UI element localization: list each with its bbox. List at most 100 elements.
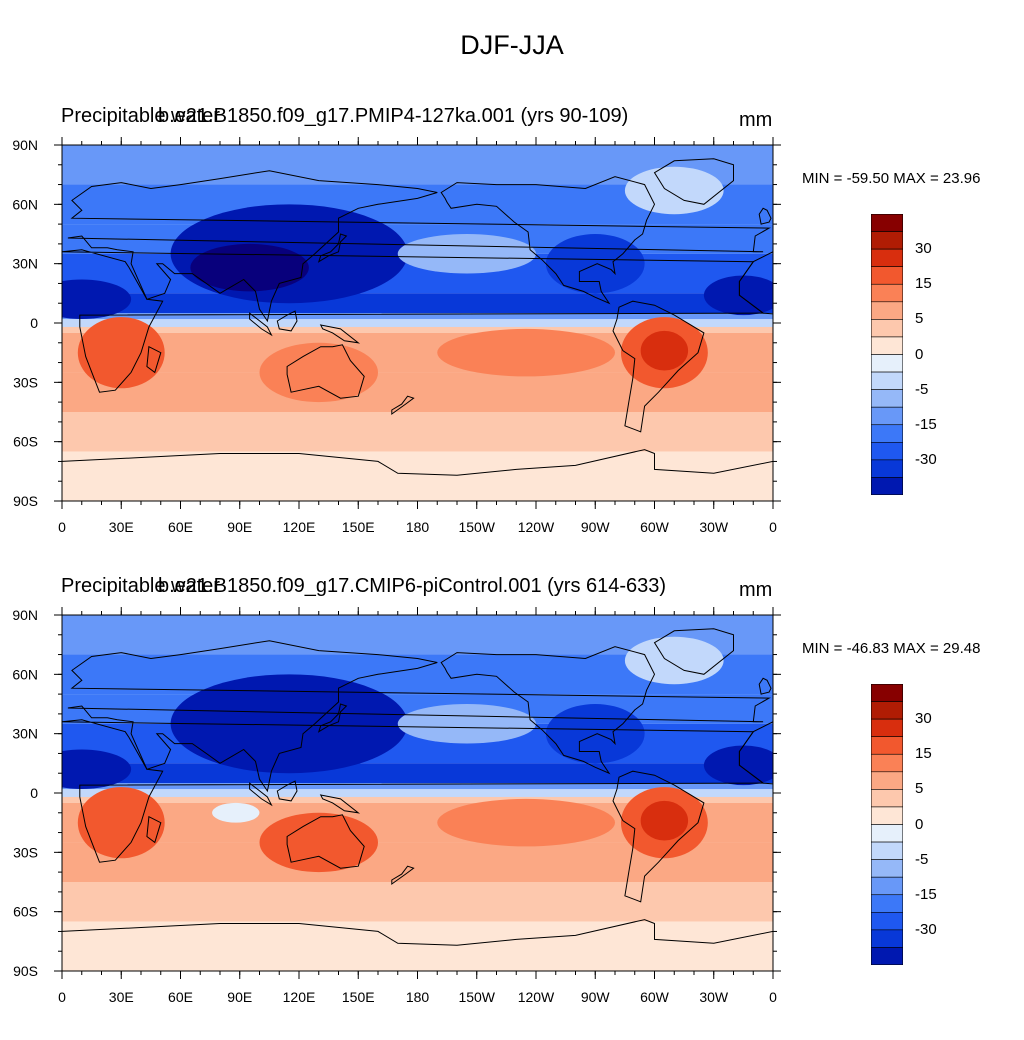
colorbar-swatch [871,929,903,948]
panel-case-title: b.e21.B1850.f09_g17.PMIP4-127ka.001 (yrs… [158,105,629,127]
panel-left-title: Precipitable water [61,575,220,597]
blob-atlantic-itcz [703,745,773,786]
coastline-newguinea [319,794,361,814]
colorbar-swatch [871,231,903,250]
coastline-uk [758,677,772,695]
blob-asia-core [190,713,309,762]
contour-fill [62,145,773,501]
y-tick-label: 30S [13,844,38,860]
y-tick-label: 60N [12,666,38,682]
colorbar-label: 30 [915,240,932,258]
axes: 0 30E 60E 90E 120E 150E 180 150W 120W 90W 60W 30W 0 9… [12,137,781,535]
x-tick-label: 60W [640,989,670,1005]
colorbar-swatch [871,841,903,860]
coastline-eurasia-wrap [42,228,58,252]
colorbar-label: 0 [915,815,924,833]
blob-south-africa [77,317,165,389]
coastline-japan [317,233,348,263]
coastline-borneo [276,780,298,802]
panel-left-title: Precipitable water [61,105,220,127]
x-tick-label: 0 [769,519,777,535]
coastline-namerica [440,646,656,775]
x-tick-label: 120W [518,519,555,535]
lat-band [62,921,773,971]
colorbar-swatch [871,214,903,232]
colorbar-swatch [871,718,903,737]
blob-brazil-core [640,330,689,371]
colorbar-swatch [871,406,903,426]
colorbar-swatch [871,477,903,495]
colorbar-label: 5 [915,780,924,798]
x-tick-label: 150W [458,989,495,1005]
colorbar-swatch [871,894,903,913]
blob-indian-ocean [212,802,260,823]
colorbar-swatch [871,824,903,843]
units-label: mm [739,109,773,131]
coastline-eurasia [67,170,771,323]
coastline-antarctica [62,449,773,501]
x-tick-label: 60E [168,989,193,1005]
colorbar-label: -5 [915,380,929,398]
lat-band [62,451,773,501]
y-tick-label: 90S [13,493,38,509]
colorbar-svg [871,684,903,965]
y-tick-label: 30N [12,726,38,742]
blob-south-africa [77,787,165,859]
colorbar-swatch [871,859,903,878]
x-tick-label: 90W [581,989,611,1005]
colorbar-swatch [871,771,903,790]
lat-band [62,783,773,793]
figure-title: DJF-JJA [460,30,564,60]
colorbar-label: -15 [915,415,937,433]
panel-case-title: b.e21.B1850.f09_g17.CMIP6-piControl.001 … [158,575,667,597]
colorbar-swatch [871,459,903,478]
blob-brazil-core [640,800,689,841]
lat-band [62,882,773,922]
coastline-antarctica [62,919,773,971]
colorbar-swatch [871,266,903,285]
map-panel-top: 0 30E 60E 90E 120E 150E 180 150W 120W 90W 60W 30W 0 9… [0,100,1024,570]
x-tick-label: 90W [581,519,611,535]
y-tick-label: 30N [12,256,38,272]
y-tick-label: 90N [12,607,38,623]
x-tick-label: 30W [699,519,729,535]
lat-band [62,412,773,452]
coastline-nz [391,865,415,885]
coastline-madagascar [146,345,162,374]
blob-americas [545,234,645,294]
x-tick-label: 60E [168,519,193,535]
blob-greenland [624,166,724,215]
x-tick-label: 120E [283,519,316,535]
blob-greenland [624,636,724,685]
coastline-samerica [612,300,705,433]
blob-americas [545,704,645,764]
coastline-sumatra [249,782,273,807]
colorbar [871,684,903,965]
colorbar-swatch [871,947,903,965]
colorbar-swatch [871,701,903,720]
colorbar-label: 0 [915,345,924,363]
colorbar-swatch [871,371,903,390]
y-tick-label: 0 [30,785,38,801]
x-tick-label: 0 [58,989,66,1005]
coastline-africa [62,249,765,393]
colorbar-swatch [871,876,903,896]
equator-strip [62,319,773,327]
y-tick-label: 90S [13,963,38,979]
blob-asia-core [190,243,309,292]
x-tick-label: 120E [283,989,316,1005]
coastline-africa [62,719,765,863]
axes: 0 30E 60E 90E 120E 150E 180 150W 120W 90W 60W 30W 0 9… [12,607,781,1005]
equator-strip [62,789,773,797]
y-tick-label: 90N [12,137,38,153]
colorbar-swatch [871,354,903,373]
colorbar-swatch [871,424,903,443]
colorbar-label: -5 [915,850,929,868]
lat-band [62,313,773,323]
coastline-uk [758,207,772,225]
colorbar-label: -15 [915,885,937,903]
coastlines [62,628,773,971]
colorbar-swatch [871,301,903,320]
map-plot-bottom: 0 30E 60E 90E 120E 150E 180 150W 120W 90W 60W 30W 0 9… [12,607,781,1005]
x-tick-label: 90E [227,519,252,535]
